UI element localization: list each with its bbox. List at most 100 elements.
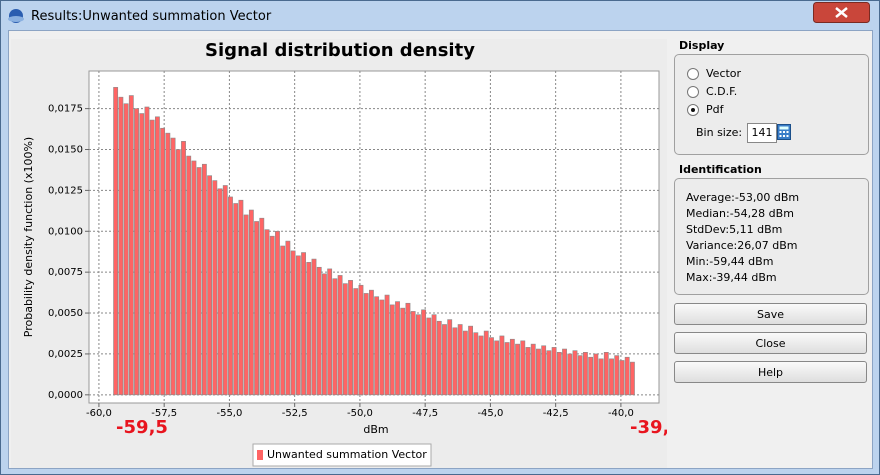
y-tick-label: 0,0050 (48, 308, 83, 319)
x-axis-label: dBm (363, 423, 388, 436)
bar (415, 314, 421, 396)
app-icon (8, 9, 24, 23)
x-tick-label: -50,0 (347, 408, 373, 419)
y-tick-label: 0,0000 (48, 390, 83, 401)
bar (478, 335, 484, 396)
bar (139, 113, 145, 396)
radio-button[interactable] (687, 104, 699, 116)
identification-line: Median:-54,28 dBm (686, 207, 794, 220)
bar (468, 325, 473, 396)
bar (562, 348, 567, 396)
bar (165, 132, 171, 396)
bar (520, 340, 526, 396)
radio-label[interactable]: Vector (706, 67, 742, 80)
bar (311, 258, 317, 396)
bar (154, 116, 160, 396)
x-tick-label: -40,0 (608, 408, 634, 419)
bar (504, 342, 510, 396)
legend-swatch (257, 450, 263, 460)
x-tick-label: -55,0 (216, 408, 242, 419)
button[interactable]: Help (674, 361, 867, 383)
button[interactable]: Save (674, 303, 867, 325)
bar (494, 340, 500, 396)
bar (285, 240, 291, 396)
bar (207, 175, 213, 396)
bar (295, 255, 301, 396)
bar (374, 296, 380, 396)
min-label: -59,5 (116, 417, 168, 438)
radio-label[interactable]: Pdf (706, 103, 724, 116)
bar (442, 324, 447, 396)
bar (358, 284, 364, 396)
bar (426, 317, 432, 396)
bar (536, 348, 541, 396)
bar (254, 221, 259, 396)
bar (629, 361, 635, 396)
bar (128, 95, 134, 396)
bar (348, 280, 353, 396)
x-tick-label: -42,5 (543, 408, 569, 419)
bar (264, 229, 270, 396)
bar (170, 137, 176, 396)
bar (551, 347, 557, 396)
bar (243, 214, 249, 396)
close-window[interactable] (813, 2, 870, 23)
y-tick-label: 0,0150 (48, 145, 83, 156)
bar (452, 327, 458, 396)
bar (614, 355, 620, 396)
bar (577, 355, 583, 396)
bin-size-input[interactable]: 141 (747, 123, 777, 143)
bar (201, 163, 207, 396)
bar (186, 155, 192, 396)
bar (400, 307, 406, 396)
button[interactable]: Close (674, 332, 867, 354)
bar (363, 293, 369, 396)
bar (395, 301, 400, 396)
x-tick-label: -60,0 (86, 408, 112, 419)
bar (222, 185, 228, 396)
bar (619, 360, 625, 396)
x-tick-label: -57,5 (151, 408, 177, 419)
bar (598, 358, 604, 396)
y-tick-label: 0,0175 (48, 104, 83, 115)
bar (572, 350, 578, 396)
bar (196, 167, 202, 396)
bar (483, 330, 489, 396)
radio-button[interactable] (687, 86, 699, 98)
bar (212, 180, 218, 396)
legend-box (252, 443, 432, 467)
bar (353, 288, 359, 396)
bar (269, 235, 275, 396)
bar (113, 87, 119, 396)
identification-line: Min:-59,44 dBm (686, 255, 774, 268)
bar (489, 337, 494, 396)
bar (421, 309, 427, 396)
bar (181, 141, 186, 396)
calculator-icon[interactable] (777, 124, 791, 140)
identification-line: Average:-53,00 dBm (686, 191, 800, 204)
bar (379, 299, 385, 396)
bar (431, 314, 437, 396)
bar (327, 268, 333, 396)
y-tick-label: 0,0075 (48, 267, 83, 278)
identification-line: StdDev:5,11 dBm (686, 223, 783, 236)
bar (457, 324, 463, 396)
bar (603, 352, 609, 396)
display-title: Display (679, 39, 725, 52)
client-area: Signal distribution density Probability … (8, 30, 873, 469)
bar (134, 108, 139, 396)
bar (217, 188, 223, 396)
identification-title: Identification (679, 163, 762, 176)
bar (337, 275, 343, 396)
bar (515, 343, 520, 396)
chart-panel: Signal distribution density Probability … (11, 39, 682, 468)
bar (144, 106, 150, 396)
radio-label[interactable]: C.D.F. (706, 85, 738, 98)
bar (556, 352, 562, 396)
bar (525, 347, 531, 396)
radio-button[interactable] (687, 68, 699, 80)
bar (123, 103, 129, 396)
bar (546, 350, 552, 396)
max-label: -39,5 (630, 417, 667, 438)
bar (233, 203, 239, 396)
